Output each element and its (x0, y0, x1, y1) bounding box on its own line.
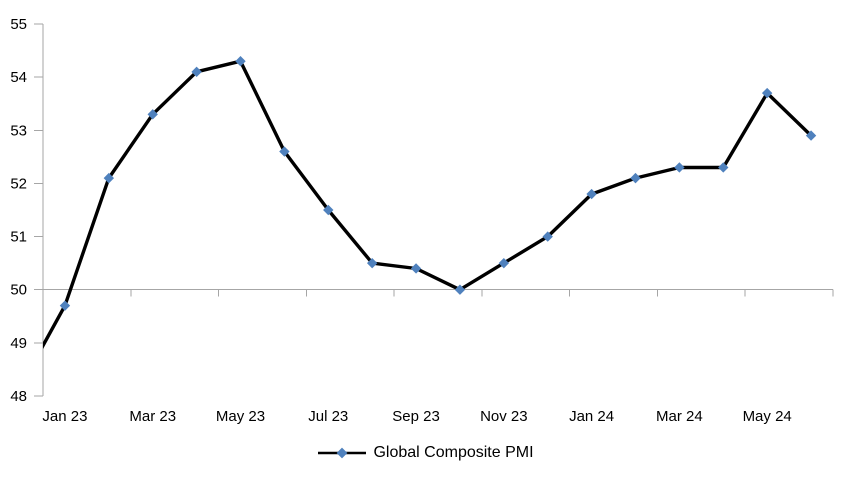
data-point-marker (235, 56, 246, 67)
data-point-marker (191, 66, 202, 78)
y-axis-tick-label: 53 (10, 122, 27, 139)
pmi-series-line (43, 59, 813, 350)
data-point-marker (630, 172, 641, 184)
legend-label: Global Composite PMI (373, 444, 534, 461)
legend: Global Composite PMI (0, 441, 852, 465)
y-axis-tick-label: 49 (10, 335, 27, 352)
data-point-marker (103, 172, 115, 184)
x-axis-tick-label: Jan 24 (569, 408, 614, 425)
x-axis-tick-label: Sep 23 (392, 408, 440, 425)
y-axis-tick-label: 50 (10, 282, 27, 299)
data-point-marker (586, 188, 597, 200)
data-point-marker (542, 231, 553, 242)
data-point-marker (410, 263, 422, 274)
y-axis-tick-label: 51 (10, 229, 27, 246)
data-point-marker (805, 130, 817, 141)
legend-line-marker-icon (318, 447, 367, 459)
data-point-marker (674, 162, 685, 173)
y-axis-tick-label: 48 (10, 388, 27, 405)
data-point-marker (59, 300, 71, 311)
x-axis-tick-label: May 24 (743, 408, 792, 425)
data-point-marker (366, 257, 378, 269)
chart-plot-area: 48 49 50 51 52 53 54 55 Jan 23 Mar 23 May 23 Jul 23… (10, 16, 834, 425)
x-axis-tick-label: Nov 23 (480, 408, 528, 425)
data-point-marker (323, 204, 334, 216)
x-axis-tick-label: Jan 23 (42, 408, 87, 425)
x-axis-tick-label: Mar 23 (129, 408, 176, 425)
data-point-marker (454, 284, 466, 295)
data-point-marker (761, 87, 773, 99)
data-point-marker (279, 146, 290, 157)
data-point-marker (498, 257, 510, 269)
y-axis-tick-label: 52 (10, 175, 27, 192)
y-axis-tick-label: 54 (10, 69, 27, 86)
x-axis-tick-label: Jul 23 (308, 408, 348, 425)
x-axis-tick-label: May 23 (216, 408, 265, 425)
x-axis-tick-label: Mar 24 (656, 408, 703, 425)
data-point-marker (718, 162, 729, 173)
y-axis-tick-label: 55 (10, 16, 27, 33)
data-point-marker (147, 109, 158, 120)
